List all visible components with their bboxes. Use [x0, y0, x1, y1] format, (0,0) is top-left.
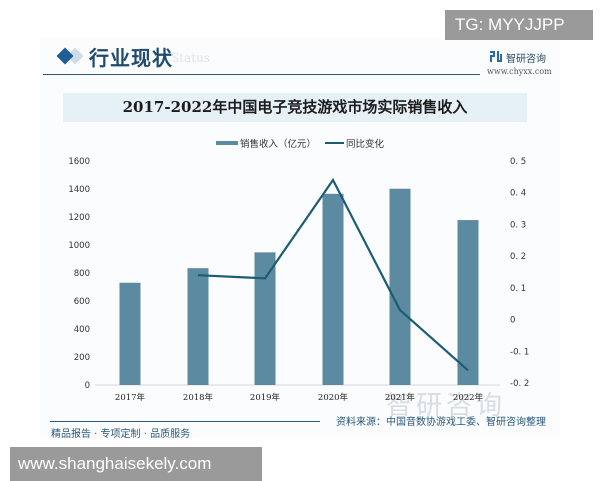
y-tick-label: 200 [74, 353, 90, 363]
x-tick-label: 2021年 [385, 392, 416, 403]
legend-line-swatch [325, 142, 344, 144]
x-tick-label: 2019年 [250, 392, 281, 403]
y-tick-label: 1600 [68, 157, 90, 167]
brand-name: 智研咨询 [506, 54, 546, 65]
bar [457, 220, 479, 385]
y2-tick-label: 0. 5 [510, 157, 526, 167]
watermark: 智研咨询 [386, 391, 507, 421]
legend-bar-swatch [216, 141, 238, 145]
section-header: 行业现状 Status [47, 38, 467, 74]
y2-tick-label: 0. 3 [510, 220, 526, 230]
bar [254, 252, 276, 385]
bar [389, 188, 411, 385]
brand-url: www.chyxx.com [487, 67, 552, 76]
y2-tick-label: 0. 1 [510, 284, 526, 294]
footer-divider [50, 421, 320, 422]
y2-tick-label: 0 [510, 316, 515, 326]
header-divider [43, 74, 480, 75]
section-subtitle: Status [171, 51, 210, 65]
y-tick-label: 1200 [68, 213, 90, 223]
yoy-line [197, 177, 469, 372]
x-tick-label: 2022年 [453, 392, 484, 403]
y-tick-label: 1400 [68, 185, 90, 195]
data-source: 资料来源：中国音数协游戏工委、智研咨询整理 [336, 417, 546, 428]
legend-line-label: 同比变化 [346, 139, 385, 150]
y-tick-label: 600 [74, 297, 90, 307]
legend-bar-label: 销售收入（亿元） [240, 139, 317, 150]
x-tick-label: 2017年 [115, 392, 146, 403]
x-tick-label: 2020年 [318, 392, 349, 403]
y2-tick-label: -0. 2 [510, 379, 529, 389]
section-title: 行业现状 [89, 46, 173, 70]
chart-legend: 销售收入（亿元） 同比变化 [0, 136, 600, 150]
bar [119, 282, 141, 385]
brand-logo-icon [490, 51, 502, 62]
url-badge: www.shanghaisekely.com [10, 447, 262, 481]
chart-title-band: 2017-2022年中国电子竞技游戏市场实际销售收入 [63, 93, 527, 122]
bar [322, 193, 344, 385]
chart-title: 2017-2022年中国电子竞技游戏市场实际销售收入 [122, 98, 468, 116]
y2-tick-label: 0. 4 [510, 189, 526, 199]
bar [187, 268, 209, 385]
tg-badge: TG: MYYJJPP [445, 10, 593, 40]
y2-tick-label: 0. 2 [510, 252, 526, 262]
y-tick-label: 400 [74, 325, 90, 335]
y-tick-label: 0 [85, 381, 90, 391]
y-tick-label: 1000 [68, 241, 90, 251]
footer-slogan: 精品报告 · 专项定制 · 品质服务 [51, 429, 191, 440]
y-tick-label: 800 [74, 269, 90, 279]
x-tick-label: 2018年 [183, 392, 214, 403]
y2-tick-label: -0. 1 [510, 347, 529, 357]
